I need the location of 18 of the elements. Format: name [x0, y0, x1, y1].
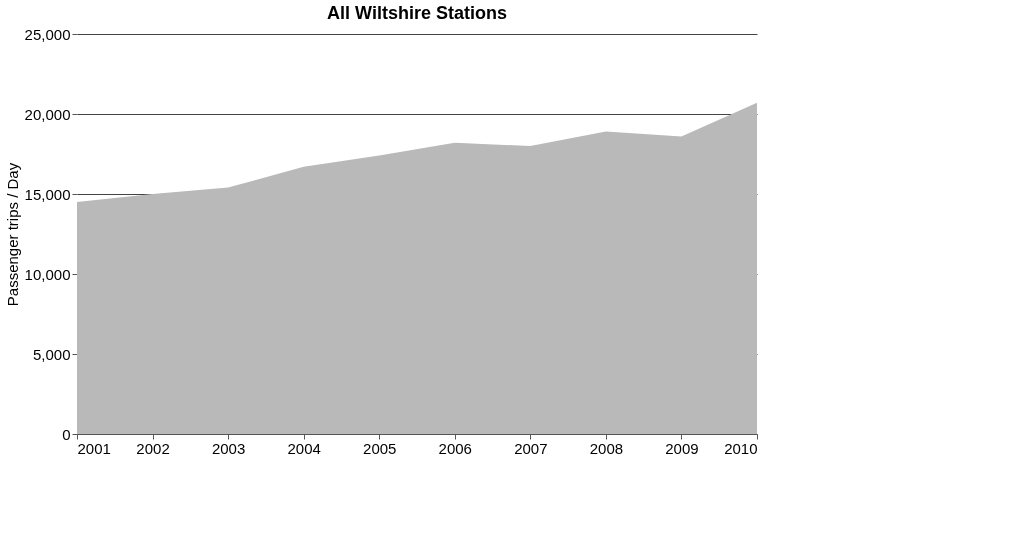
x-tick-label: 2002	[136, 439, 170, 457]
x-tick-label: 2006	[438, 439, 472, 457]
y-tick-label: 0	[62, 425, 71, 443]
x-tick-label: 2001	[77, 439, 111, 457]
x-tick-label: 2004	[287, 439, 321, 457]
x-tick-label: 2010	[724, 439, 758, 457]
x-tick-label: 2003	[211, 439, 246, 457]
x-tick-label: 2007	[514, 439, 548, 457]
x-tick-label: 2008	[589, 439, 624, 457]
chart-title: All Wiltshire Stations	[327, 3, 507, 23]
y-tick-label: 10,000	[24, 265, 71, 283]
y-tick-label: 20,000	[24, 105, 71, 123]
x-tick-label: 2005	[363, 439, 397, 457]
y-axis-title: Passenger trips / Day	[3, 162, 21, 307]
x-tick-label: 2009	[665, 439, 699, 457]
y-tick-label: 25,000	[24, 25, 71, 43]
y-tick-label: 5,000	[32, 345, 71, 363]
y-tick-label: 15,000	[24, 185, 71, 203]
